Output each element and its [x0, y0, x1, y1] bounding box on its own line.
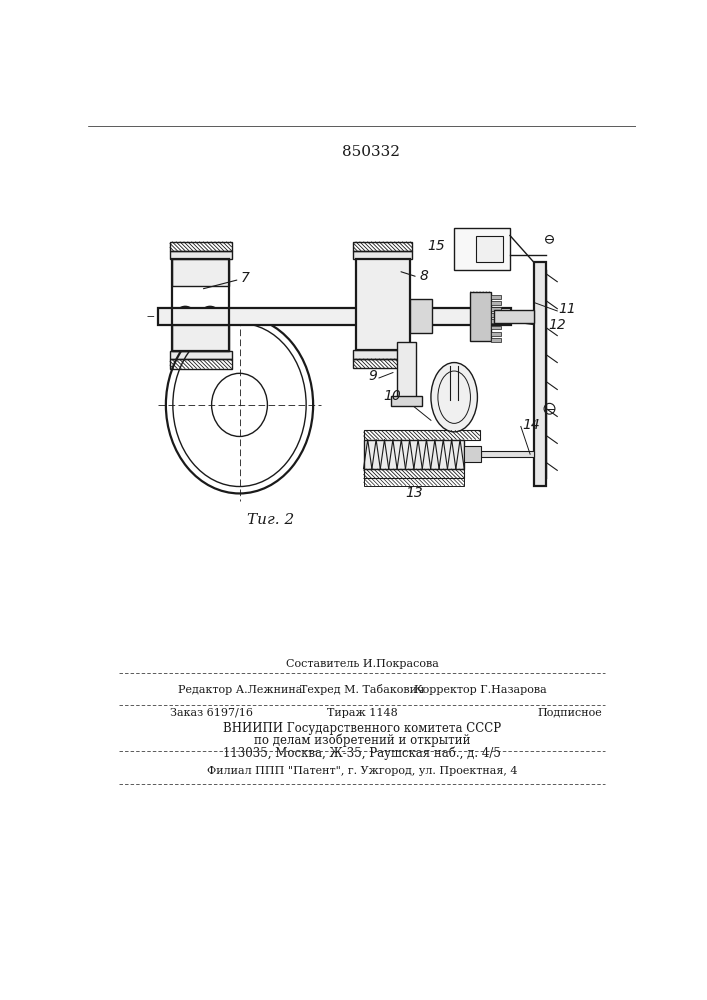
Bar — [172, 259, 230, 351]
Bar — [481, 451, 534, 457]
Text: Техред М. Табакович: Техред М. Табакович — [300, 684, 424, 695]
Bar — [470, 292, 491, 341]
Bar — [170, 242, 232, 251]
Text: Τиг. 2: Τиг. 2 — [247, 513, 294, 527]
Bar — [354, 350, 412, 359]
Bar — [363, 478, 464, 486]
Bar — [397, 342, 416, 403]
Bar — [172, 325, 230, 351]
Bar — [491, 313, 501, 317]
Bar — [170, 359, 232, 369]
Text: по делам изобретений и открытий: по делам изобретений и открытий — [254, 734, 470, 747]
Bar — [454, 228, 510, 270]
Text: Заказ 6197/16: Заказ 6197/16 — [170, 708, 252, 718]
Bar — [363, 430, 480, 440]
Bar — [172, 259, 230, 286]
Text: 10: 10 — [383, 389, 401, 403]
Text: Составитель И.Покрасова: Составитель И.Покрасова — [286, 659, 438, 669]
Bar — [491, 301, 501, 305]
Bar — [491, 338, 501, 342]
Bar — [491, 326, 501, 329]
Bar — [392, 396, 421, 406]
Text: 14: 14 — [522, 418, 540, 432]
Text: Корректор Г.Назарова: Корректор Г.Назарова — [414, 685, 547, 695]
Bar — [170, 251, 232, 259]
Text: Филиал ППП "Патент", г. Ужгород, ул. Проектная, 4: Филиал ППП "Патент", г. Ужгород, ул. Про… — [206, 766, 518, 776]
Bar — [491, 307, 501, 311]
Text: 13: 13 — [405, 486, 423, 500]
Bar — [476, 235, 503, 262]
Text: Редактор А.Лежнина: Редактор А.Лежнина — [177, 685, 302, 695]
Bar — [491, 319, 501, 323]
Bar — [356, 259, 410, 350]
Text: 11: 11 — [559, 302, 576, 316]
Text: Подписное: Подписное — [538, 708, 602, 718]
Bar — [491, 295, 501, 299]
Bar — [354, 359, 412, 368]
Bar — [534, 262, 547, 486]
Bar — [410, 299, 432, 333]
Text: 8: 8 — [419, 269, 428, 283]
Text: 113035, Москва, Ж-35, Раушская наб., д. 4/5: 113035, Москва, Ж-35, Раушская наб., д. … — [223, 746, 501, 760]
Text: 7: 7 — [241, 271, 250, 285]
Bar — [158, 308, 510, 325]
Bar — [170, 351, 232, 359]
Text: ВНИИПИ Государственного комитета СССР: ВНИИПИ Государственного комитета СССР — [223, 722, 501, 735]
Bar — [354, 242, 412, 251]
Text: 15: 15 — [427, 239, 445, 253]
Bar — [491, 332, 501, 336]
Bar — [493, 310, 534, 323]
Text: Тираж 1148: Тираж 1148 — [327, 708, 397, 718]
Bar — [464, 446, 481, 462]
Ellipse shape — [431, 363, 477, 432]
Text: 850332: 850332 — [342, 145, 400, 159]
Bar — [354, 251, 412, 259]
Text: 12: 12 — [548, 318, 566, 332]
Bar — [363, 469, 464, 478]
Bar — [363, 440, 464, 469]
Text: 9: 9 — [368, 369, 378, 383]
